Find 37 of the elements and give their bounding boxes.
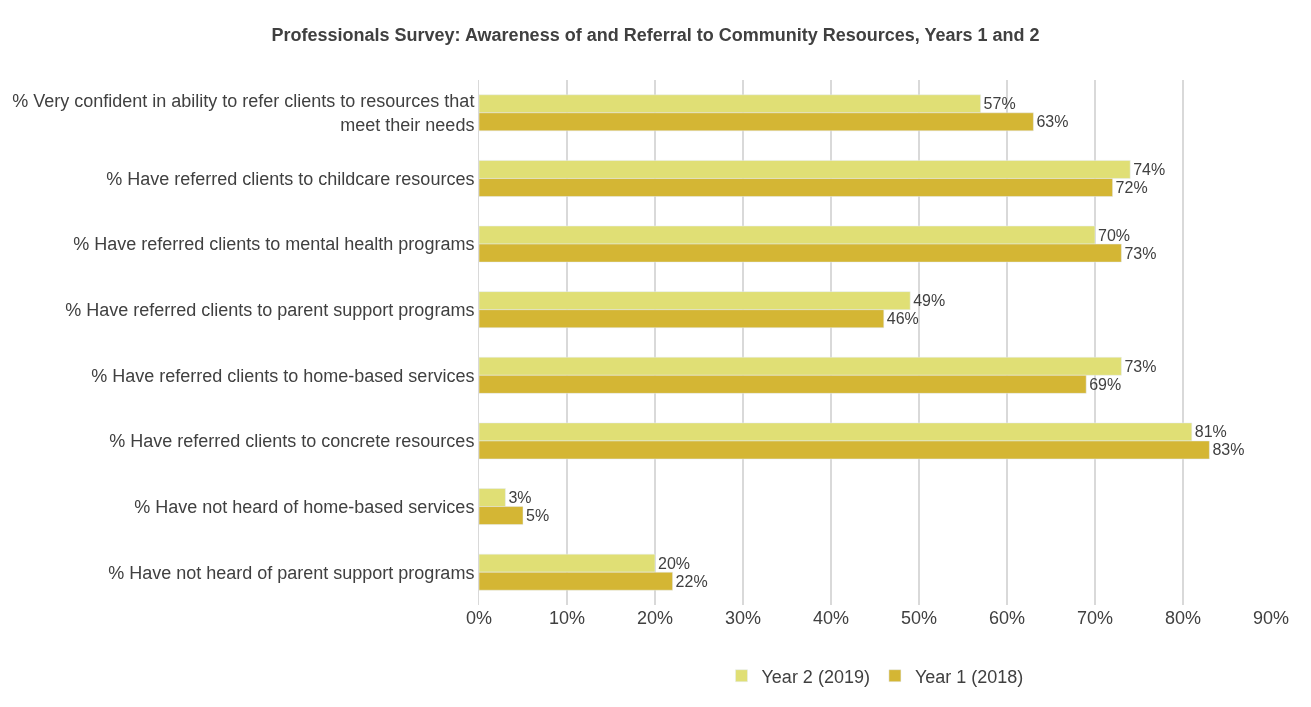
y-tick-label: % Very confident in ability to refer clients to resources that meet their needs xyxy=(12,91,475,135)
data-label: 74% xyxy=(1133,160,1166,178)
data-label: 69% xyxy=(1089,375,1122,393)
x-tick-label: 20% xyxy=(636,608,674,628)
y-tick-label: % Have referred clients to childcare resources xyxy=(106,168,475,189)
x-tick-label: 80% xyxy=(1164,608,1202,628)
data-label: 20% xyxy=(658,554,691,572)
y-tick-label: % Have referred clients to parent support programs xyxy=(65,299,475,320)
legend-label: Year 1 (2018) xyxy=(914,666,1024,687)
y-tick-label: % Have not heard of home-based services xyxy=(134,496,475,517)
data-label: 70% xyxy=(1098,226,1131,244)
x-tick-label: 30% xyxy=(724,608,762,628)
x-tick-label: 40% xyxy=(812,608,850,628)
x-tick-label: 10% xyxy=(548,608,586,628)
y-tick-label: % Have referred clients to concrete resources xyxy=(109,431,475,452)
data-label: 83% xyxy=(1212,441,1245,459)
data-label: 5% xyxy=(526,507,550,525)
x-tick-label: 0% xyxy=(465,608,493,628)
data-label: 63% xyxy=(1036,113,1069,131)
data-label: 46% xyxy=(886,310,919,328)
data-label: 73% xyxy=(1124,244,1157,262)
x-tick-label: 70% xyxy=(1076,608,1114,628)
data-label: 3% xyxy=(508,489,532,507)
x-tick-label: 90% xyxy=(1252,608,1290,628)
y-tick-label: % Have not heard of parent support programs xyxy=(108,562,475,583)
data-label: 22% xyxy=(675,572,708,590)
y-tick-label: % Have referred clients to home-based services xyxy=(91,365,475,386)
chart-title: Professionals Survey: Awareness of and Referral to Community Resources, Years 1 and 2 xyxy=(271,24,1040,45)
y-tick-label: % Have referred clients to mental health programs xyxy=(73,234,475,255)
data-label: 81% xyxy=(1194,423,1227,441)
data-label: 49% xyxy=(913,292,946,310)
x-tick-label: 50% xyxy=(900,608,938,628)
x-tick-label: 60% xyxy=(988,608,1026,628)
data-label: 72% xyxy=(1115,178,1148,196)
data-label: 57% xyxy=(983,95,1016,113)
legend-label: Year 2 (2019) xyxy=(761,666,870,687)
data-label: 73% xyxy=(1124,357,1157,375)
